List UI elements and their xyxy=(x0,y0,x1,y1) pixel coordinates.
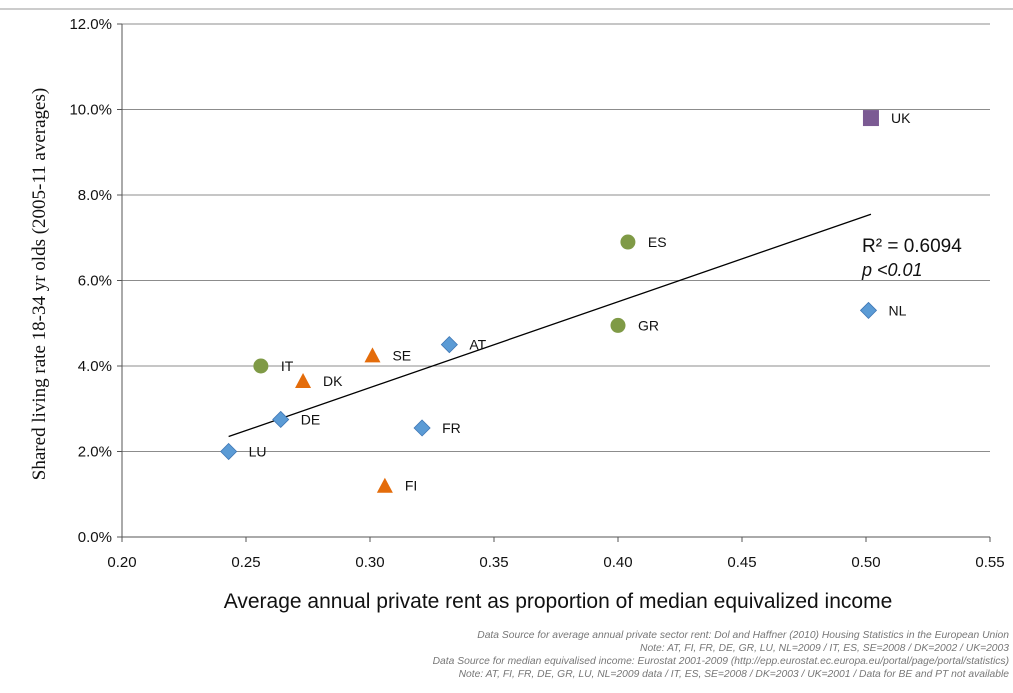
point-fi xyxy=(376,477,393,493)
y-tick-label: 8.0% xyxy=(78,187,112,204)
point-label-es: ES xyxy=(648,234,667,250)
note-line: Note: AT, FI, FR, DE, GR, LU, NL=2009 da… xyxy=(458,669,1009,680)
point-label-fr: FR xyxy=(442,420,461,436)
x-axis-label: Average annual private rent as proportio… xyxy=(224,590,893,613)
point-lu xyxy=(220,442,238,461)
axes xyxy=(117,23,991,542)
point-at xyxy=(440,336,458,354)
y-tick-label: 10.0% xyxy=(69,102,112,119)
x-tick-label: 0.40 xyxy=(603,554,632,571)
point-label-lu: LU xyxy=(249,444,267,460)
x-tick-label: 0.45 xyxy=(727,554,756,571)
y-tick-label: 12.0% xyxy=(69,16,112,33)
note-line: Data Source for average annual private s… xyxy=(477,630,1009,641)
p-value-annotation: p <0.01 xyxy=(861,260,923,280)
x-tick-label: 0.30 xyxy=(355,554,384,571)
y-tick-label: 6.0% xyxy=(78,273,112,290)
x-tick-label: 0.55 xyxy=(975,554,1004,571)
point-labels: UK ES NL GR AT SE IT DK DE FR LU FI xyxy=(249,110,911,494)
point-label-fi: FI xyxy=(405,478,417,494)
point-label-it: IT xyxy=(281,358,294,374)
source-notes: Data Source for average annual private s… xyxy=(433,629,1009,681)
point-label-gr: GR xyxy=(638,317,659,333)
y-axis-label: Shared living rate 18-34 yr olds (2005-1… xyxy=(29,88,50,480)
point-nl xyxy=(859,301,878,319)
x-tick-label: 0.25 xyxy=(231,554,260,571)
point-label-nl: NL xyxy=(888,302,906,318)
point-de xyxy=(272,410,290,429)
point-label-uk: UK xyxy=(891,110,911,126)
point-label-de: DE xyxy=(301,411,320,427)
point-label-at: AT xyxy=(469,337,486,353)
note-line: Data Source for median equivalised incom… xyxy=(432,656,1009,667)
y-tick-label: 2.0% xyxy=(78,444,112,461)
point-se xyxy=(364,347,381,363)
trendline-group xyxy=(228,213,872,438)
y-tick-label: 4.0% xyxy=(78,358,112,375)
note-line: Note: AT, FI, FR, DE, GR, LU, NL=2009 / … xyxy=(640,643,1009,654)
x-tick-label: 0.20 xyxy=(107,554,136,571)
point-dk xyxy=(295,372,312,388)
data-points xyxy=(220,110,879,493)
point-gr xyxy=(610,317,626,333)
r-squared-annotation: R² = 0.6094 xyxy=(862,236,962,257)
point-uk xyxy=(862,110,879,127)
point-it xyxy=(253,358,269,374)
y-tick-labels: 0.0% 2.0% 4.0% 6.0% 8.0% 10.0% 12.0% xyxy=(69,16,112,546)
grid-lines xyxy=(122,23,990,452)
point-es xyxy=(620,234,636,250)
point-fr xyxy=(413,419,431,437)
x-tick-label: 0.50 xyxy=(851,554,880,571)
x-tick-label: 0.35 xyxy=(479,554,508,571)
point-label-dk: DK xyxy=(323,373,343,389)
point-label-se: SE xyxy=(392,347,411,363)
trendline xyxy=(228,213,872,438)
x-tick-labels: 0.20 0.25 0.30 0.35 0.40 0.45 0.50 0.55 xyxy=(107,554,1004,571)
y-tick-label: 0.0% xyxy=(78,529,112,546)
